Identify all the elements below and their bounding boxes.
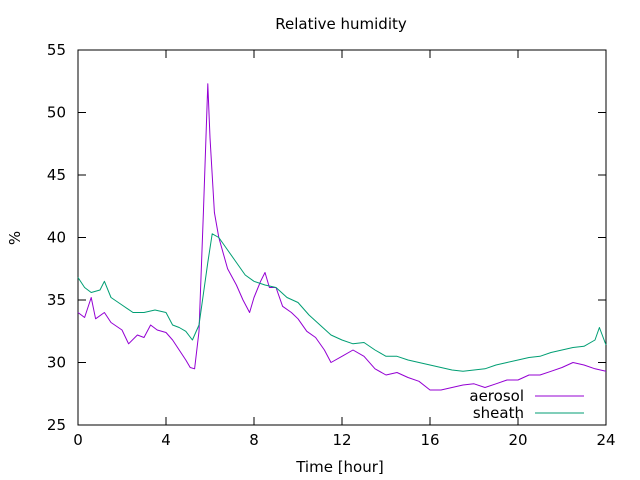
x-tick-label: 4 xyxy=(161,431,171,449)
x-axis-label: Time [hour] xyxy=(295,458,384,476)
plot-frame xyxy=(77,49,607,426)
x-tick-label: 16 xyxy=(420,431,439,449)
y-tick-label: 45 xyxy=(47,166,66,184)
y-tick-label: 55 xyxy=(47,41,66,59)
y-tick-label: 25 xyxy=(47,416,66,434)
x-tick-label: 8 xyxy=(249,431,259,449)
y-tick-label: 35 xyxy=(47,291,66,309)
series-line-aerosol xyxy=(77,83,607,391)
y-tick-label: 30 xyxy=(47,354,66,372)
chart-title: Relative humidity xyxy=(275,15,407,33)
x-tick-label: 20 xyxy=(508,431,527,449)
legend-label-aerosol: aerosol xyxy=(469,387,524,405)
series-lines xyxy=(77,83,607,391)
y-tick-label: 40 xyxy=(47,229,66,247)
legend-label-sheath: sheath xyxy=(473,404,524,422)
x-tick-label: 12 xyxy=(332,431,351,449)
x-tick-label: 0 xyxy=(73,431,83,449)
series-line-sheath xyxy=(77,233,607,372)
y-tick-label: 50 xyxy=(47,104,66,122)
x-tick-label: 24 xyxy=(596,431,615,449)
axis-ticks: 0 4 8 12 16 20 24 25 30 35 40 45 50 55 xyxy=(47,41,616,449)
y-axis-label: % xyxy=(6,231,24,245)
